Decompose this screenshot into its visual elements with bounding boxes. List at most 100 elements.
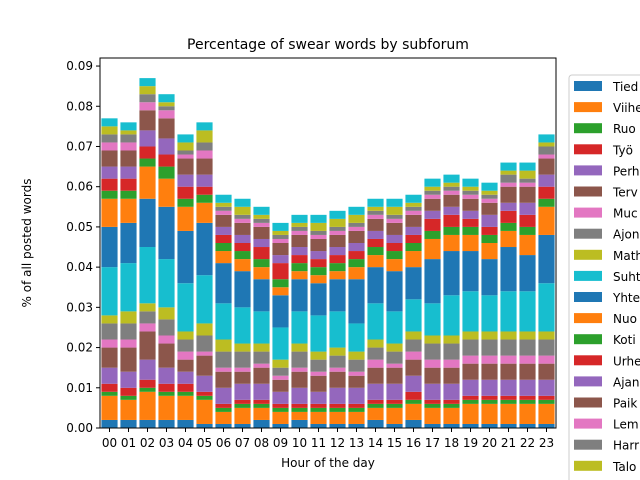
bar-segment	[386, 351, 403, 364]
bar-segment	[443, 190, 460, 195]
bar-segment	[538, 355, 555, 364]
bar-segment	[234, 222, 251, 235]
bar-segment	[101, 142, 118, 151]
bar-segment	[329, 255, 346, 264]
legend-swatch	[574, 102, 602, 113]
bar-segment	[291, 311, 308, 344]
bar-segment	[405, 299, 422, 332]
bar-segment	[272, 359, 289, 368]
bar-segment	[424, 303, 441, 336]
bar-segment	[158, 395, 175, 420]
bar-segment	[158, 106, 175, 111]
bar-segment	[234, 367, 251, 372]
bar-segment	[405, 403, 422, 420]
bar-segment	[481, 202, 498, 215]
x-tick-label: 04	[178, 436, 193, 450]
bar-segment	[215, 339, 232, 352]
bar-segment	[481, 226, 498, 235]
bar-segment	[443, 182, 460, 187]
bar-segment	[310, 371, 327, 376]
legend-label: Yhte	[612, 291, 640, 305]
legend-label: Urhe	[613, 354, 640, 368]
bar-segment	[234, 234, 251, 243]
bar-segment	[519, 234, 536, 256]
bar-segment	[348, 259, 365, 268]
bar-segment	[367, 238, 384, 248]
bar-segment	[481, 259, 498, 296]
legend-swatch	[574, 292, 602, 302]
bar-segment	[348, 403, 365, 408]
bar-segment	[120, 399, 137, 420]
y-axis-label: % of all posted words	[20, 179, 34, 308]
bar-segment	[538, 234, 555, 284]
bar-segment	[538, 283, 555, 332]
bar-segment	[139, 311, 156, 324]
bar-segment	[196, 375, 213, 392]
bar-segment	[215, 403, 232, 408]
bar-segment	[158, 138, 175, 155]
bar-segment	[139, 102, 156, 111]
legend-swatch	[574, 397, 602, 408]
bar-segment	[158, 419, 175, 428]
bar-segment	[462, 291, 479, 332]
bar-segment	[177, 331, 194, 340]
bar-segment	[462, 194, 479, 199]
y-tick-label: 0.04	[66, 260, 93, 274]
bar-segment	[462, 210, 479, 219]
bar-segment	[405, 194, 422, 203]
bar-segment	[329, 371, 346, 388]
bar-segment	[500, 202, 517, 211]
bar-segment	[196, 323, 213, 336]
bar-segment	[158, 154, 175, 167]
bar-segment	[291, 226, 308, 231]
x-tick-label: 20	[482, 436, 497, 450]
bar-segment	[177, 174, 194, 187]
bar-segment	[348, 251, 365, 260]
bar-segment	[158, 383, 175, 392]
bar-segment	[443, 399, 460, 404]
bar-segment	[405, 243, 422, 252]
bar-segment	[424, 178, 441, 187]
bar-segment	[405, 391, 422, 400]
bar-segment	[291, 263, 308, 272]
x-tick-label: 23	[539, 436, 554, 450]
bar-segment	[348, 411, 365, 424]
bar-segment	[272, 411, 289, 424]
bar-segment	[329, 271, 346, 280]
legend-label: Perh	[613, 164, 640, 178]
bar-segment	[386, 423, 403, 428]
bar-segment	[196, 202, 213, 223]
bar-segment	[329, 407, 346, 412]
bar-segment	[177, 419, 194, 428]
bar-segment	[120, 122, 137, 131]
legend-swatch	[574, 313, 602, 324]
legend-label: Muc	[613, 207, 638, 221]
bar-segment	[196, 391, 213, 396]
bar-segment	[424, 259, 441, 304]
bar-segment	[139, 419, 156, 428]
bar-segment	[310, 391, 327, 404]
bar-segment	[215, 371, 232, 388]
bar-segment	[367, 403, 384, 408]
bar-segment	[329, 263, 346, 272]
bar-segment	[139, 359, 156, 380]
bar-segment	[538, 186, 555, 199]
bar-segment	[348, 222, 365, 227]
bar-segment	[215, 226, 232, 235]
bar-segment	[196, 122, 213, 131]
bar-segment	[443, 194, 460, 207]
y-axis: 0.00 0.01 0.02 0.03 0.04 0.05 0.06 0.07 0.08 0.09	[66, 59, 100, 435]
bar-segment	[139, 130, 156, 147]
bar-segment	[177, 359, 194, 372]
y-tick-label: 0.07	[66, 139, 93, 153]
bar-segment	[310, 230, 327, 235]
bar-segment	[253, 267, 270, 280]
bar-segment	[481, 363, 498, 380]
bar-segment	[215, 351, 232, 368]
bar-segment	[386, 311, 403, 344]
legend-swatch	[574, 439, 602, 450]
bar-segment	[272, 403, 289, 408]
bar-segment	[329, 367, 346, 372]
bar-segment	[101, 339, 118, 348]
bar-segment	[177, 158, 194, 175]
